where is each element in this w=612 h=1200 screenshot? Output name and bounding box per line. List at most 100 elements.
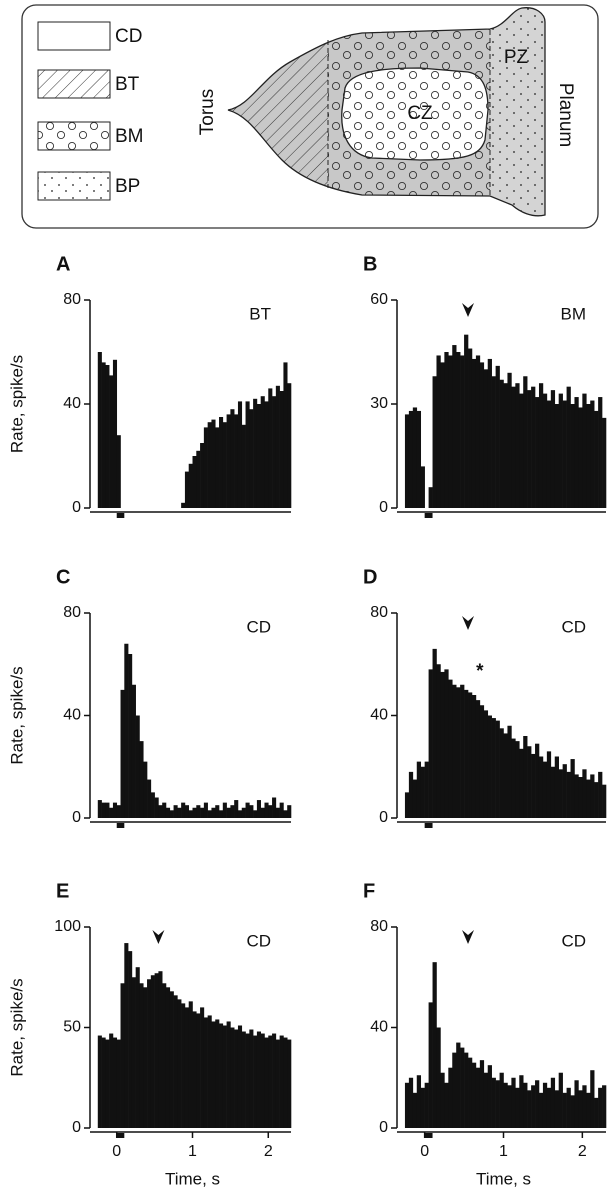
y-axis-label: Rate, spike/s [7,978,26,1076]
bar [135,715,140,818]
bar [135,967,140,1128]
bar [440,671,445,818]
bar [487,358,492,508]
bar [574,774,579,818]
legend-label: BP [115,176,140,197]
y-tick-label: 100 [54,918,81,935]
panel: D CD 0 40 80 * [363,566,607,828]
bar [275,385,280,508]
bar [245,802,250,818]
central-zone-texture [341,68,488,160]
bar [578,1090,583,1128]
bar [495,720,500,818]
bar [192,456,197,508]
y-tick-label: 80 [370,918,388,935]
bar [503,1082,508,1128]
bar [554,1090,559,1128]
bar [464,689,469,818]
bar [234,1029,239,1128]
bar [432,648,437,818]
bar [109,1033,114,1128]
bar [253,1035,258,1128]
bar [241,424,246,508]
bar [503,383,508,508]
bar [264,802,269,818]
panel-letter: F [363,880,375,902]
bar [207,810,212,818]
bar [196,450,201,508]
bar [546,751,552,818]
bar [468,1057,473,1128]
legend-label: CD [115,26,142,47]
panel: B BM 0 30 60 [363,253,607,518]
stimulus-bar [116,823,125,828]
bar [139,983,144,1128]
bar [275,1039,280,1128]
bar [245,401,250,508]
legend-label: BT [115,74,140,95]
bar [420,466,425,508]
bar [97,1035,102,1128]
bar [408,1077,414,1128]
region-label: Planum [555,83,576,147]
bar [131,977,136,1128]
bar [440,1072,445,1128]
bar [196,1013,201,1128]
bar [109,807,114,818]
bar [416,410,422,508]
bar [287,383,292,508]
y-tick-label: 30 [370,395,388,412]
bar [237,810,243,818]
bar [268,805,273,818]
bar [562,1092,567,1128]
bar [101,1037,106,1128]
bar [158,805,163,818]
bar [570,1095,575,1128]
bar [519,1075,524,1128]
bar [542,1082,548,1128]
bar [471,358,477,508]
bar [116,805,121,818]
bar [527,1090,532,1128]
bar [150,975,155,1128]
bar [200,443,205,508]
bar [554,404,559,508]
x-tick-label: 2 [264,1143,273,1160]
arrowhead [462,616,475,630]
bar [566,386,571,508]
bar [542,761,548,818]
bar [150,792,155,818]
bar [503,733,508,818]
bar [131,684,136,818]
bar [275,807,280,818]
bar [105,365,110,508]
bar [460,1047,465,1128]
bar [515,1087,520,1128]
bar [523,1082,528,1128]
panel-letter: E [56,880,69,902]
bar [219,417,224,508]
bar [448,1067,453,1128]
bar [211,419,216,508]
bar [420,766,425,818]
bar [471,695,477,818]
bar [283,1037,288,1128]
bar [283,810,288,818]
bar [230,409,235,508]
bar [511,1077,516,1128]
bar [143,987,148,1128]
bar [207,1015,212,1128]
bar [452,345,457,508]
bar [594,1097,599,1128]
bar [444,669,449,818]
bar [404,792,410,818]
bar [590,1070,595,1128]
bar [188,1001,193,1128]
bar [200,1007,205,1128]
bar [268,1035,273,1128]
bar [598,1087,603,1128]
bar [464,1052,469,1128]
bar [519,748,524,818]
bar [226,414,231,508]
bar [97,800,102,818]
